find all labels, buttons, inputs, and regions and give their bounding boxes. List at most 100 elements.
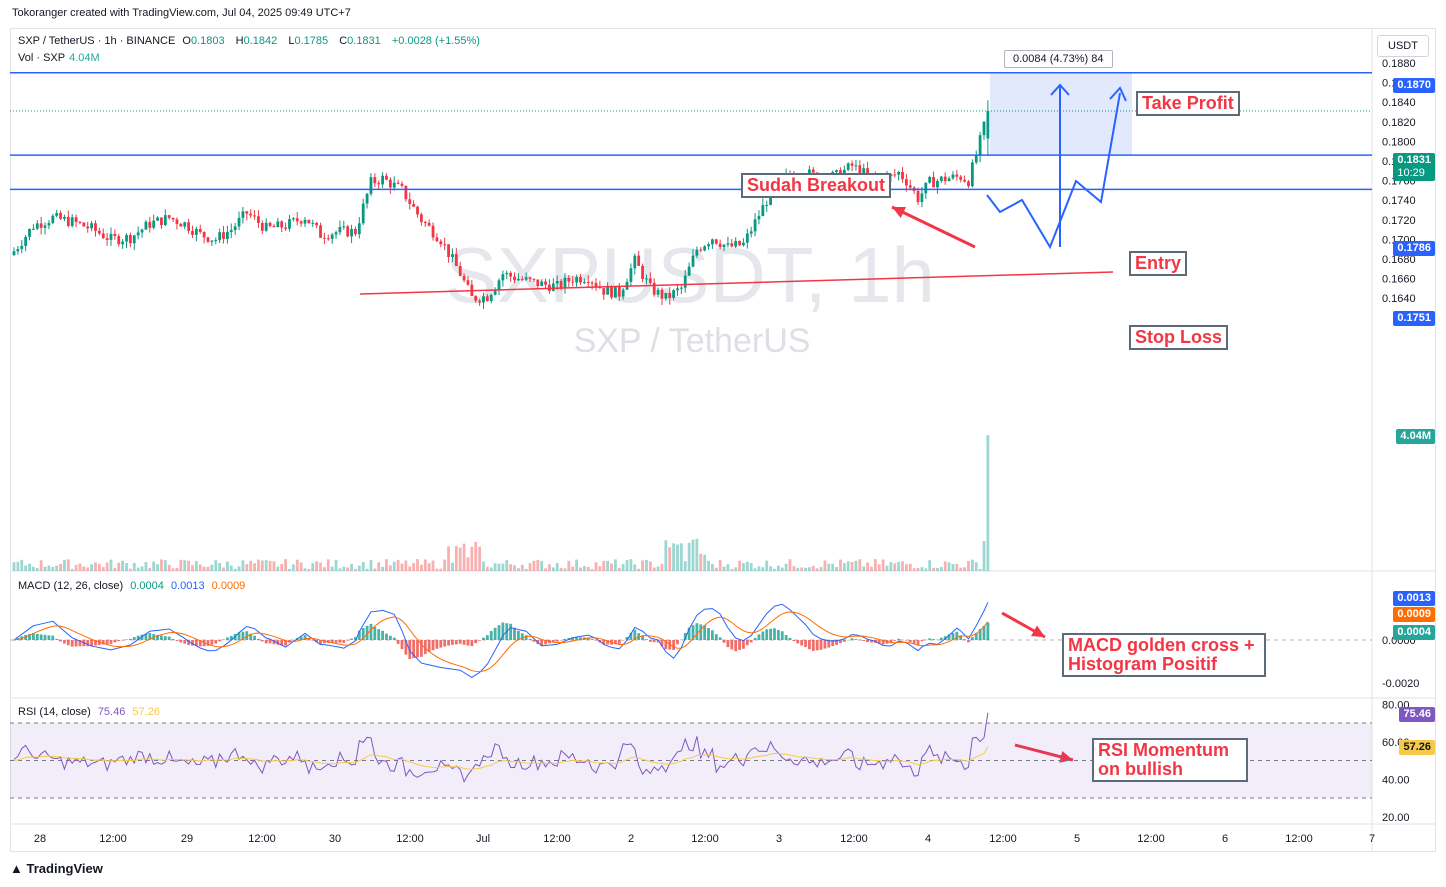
volume-bar xyxy=(249,560,253,571)
macd-hist-bar xyxy=(319,640,322,644)
macd-hist-bar xyxy=(454,640,458,645)
macd-hist-bar xyxy=(408,640,412,660)
price-tick: 0.1880 xyxy=(1382,58,1416,70)
candle-body xyxy=(730,243,734,247)
take-profit-label[interactable]: Take Profit xyxy=(1136,91,1240,116)
candle-body xyxy=(396,182,400,184)
volume-bar xyxy=(509,564,513,571)
macd-hist-bar xyxy=(792,640,796,642)
candle-body xyxy=(924,182,928,194)
volume-bar xyxy=(253,563,256,571)
candle-body xyxy=(513,276,516,281)
candle-body xyxy=(955,174,959,177)
macd-arrow-head xyxy=(1031,625,1045,637)
candle-body xyxy=(753,219,757,232)
candle-body xyxy=(373,177,377,184)
macd-hist-bar xyxy=(594,640,598,641)
candle-body xyxy=(532,278,536,280)
volume-bar xyxy=(656,566,660,571)
candle-body xyxy=(140,229,144,233)
macd-hist-bar xyxy=(218,640,222,642)
macd-hist-bar xyxy=(365,625,369,640)
candle-body xyxy=(175,219,179,224)
volume-bar xyxy=(970,559,974,571)
currency-button[interactable]: USDT xyxy=(1377,35,1429,57)
stop-loss-label[interactable]: Stop Loss xyxy=(1129,325,1229,350)
volume-bar xyxy=(214,560,218,571)
volume-bar xyxy=(800,567,804,571)
rsi-legend: RSI (14, close) 75.46 57.26 xyxy=(18,706,160,718)
rsi-note[interactable]: RSI Momentum on bullish xyxy=(1092,738,1248,782)
macd-hist-bar xyxy=(726,640,730,648)
macd-hist-bar xyxy=(105,640,109,645)
candle-body xyxy=(163,215,167,226)
macd-hist-bar xyxy=(893,640,897,641)
candle-body xyxy=(101,233,105,239)
volume-bar xyxy=(423,559,427,571)
tradingview-logo[interactable]: ▲ TradingView xyxy=(10,861,103,876)
candle-body xyxy=(765,204,769,206)
candle-body xyxy=(253,215,256,217)
macd-hist-bar xyxy=(757,634,761,640)
volume-bar xyxy=(94,562,97,571)
volume-bar xyxy=(330,566,334,571)
candle-body xyxy=(404,185,408,200)
hist-tag: 0.0004 xyxy=(1393,625,1435,640)
volume-bar xyxy=(144,562,148,571)
macd-hist-bar xyxy=(156,634,159,640)
macd-hist-bar xyxy=(175,640,179,641)
candle-body xyxy=(388,179,392,188)
macd-hist-bar xyxy=(524,635,528,640)
volume-bar xyxy=(140,566,144,571)
candle-body xyxy=(905,179,908,186)
volume-bar xyxy=(264,560,268,571)
candle-body xyxy=(385,175,388,180)
volume-bar xyxy=(132,562,136,571)
stop-loss-tag: 0.1751 xyxy=(1393,311,1435,326)
symbol-label[interactable]: SXP / TetherUS · 1h · BINANCE xyxy=(18,35,176,47)
candle-body xyxy=(738,240,741,246)
volume-bar xyxy=(202,566,206,571)
macd-hist-bar xyxy=(39,634,43,640)
volume-bar xyxy=(334,559,338,571)
time-tick: 12:00 xyxy=(840,833,868,845)
candle-body xyxy=(908,185,912,188)
macd-hist-bar xyxy=(641,635,644,640)
volume-bar xyxy=(268,560,272,571)
candle-body xyxy=(858,165,862,176)
candle-body xyxy=(451,254,454,258)
macd-hist-bar xyxy=(633,629,637,640)
candle-body xyxy=(967,181,970,187)
macd-hist-bar xyxy=(129,638,132,640)
macd-note[interactable]: MACD golden cross + Histogram Positif xyxy=(1062,633,1266,677)
time-tick: 12:00 xyxy=(99,833,127,845)
volume-bar xyxy=(548,564,551,571)
macd-hist-bar xyxy=(695,623,699,640)
volume-bar xyxy=(586,566,590,571)
candle-body xyxy=(136,232,140,236)
macd-hist-bar xyxy=(835,640,838,645)
breakout-label[interactable]: Sudah Breakout xyxy=(741,173,892,198)
macd-hist-bar xyxy=(400,640,404,650)
volume-bar xyxy=(385,559,388,571)
volume-bar xyxy=(660,563,664,571)
volume-bar xyxy=(858,559,862,571)
candle-body xyxy=(249,213,253,216)
volume-bar xyxy=(160,559,163,571)
macd-hist-bar xyxy=(676,640,679,645)
candle-body xyxy=(412,203,416,207)
volume-bar xyxy=(43,566,47,571)
candle-body xyxy=(408,199,412,204)
candle-body xyxy=(392,182,396,188)
candle-body xyxy=(144,221,148,230)
volume-bar xyxy=(908,563,912,571)
macd-hist-bar xyxy=(466,640,470,646)
volume-bar xyxy=(513,565,516,571)
candle-body xyxy=(610,286,613,298)
candle-body xyxy=(381,175,384,185)
candle-body xyxy=(664,292,668,299)
macd-hist-bar xyxy=(132,637,136,640)
macd-hist-bar xyxy=(303,635,307,640)
entry-label[interactable]: Entry xyxy=(1129,251,1188,276)
